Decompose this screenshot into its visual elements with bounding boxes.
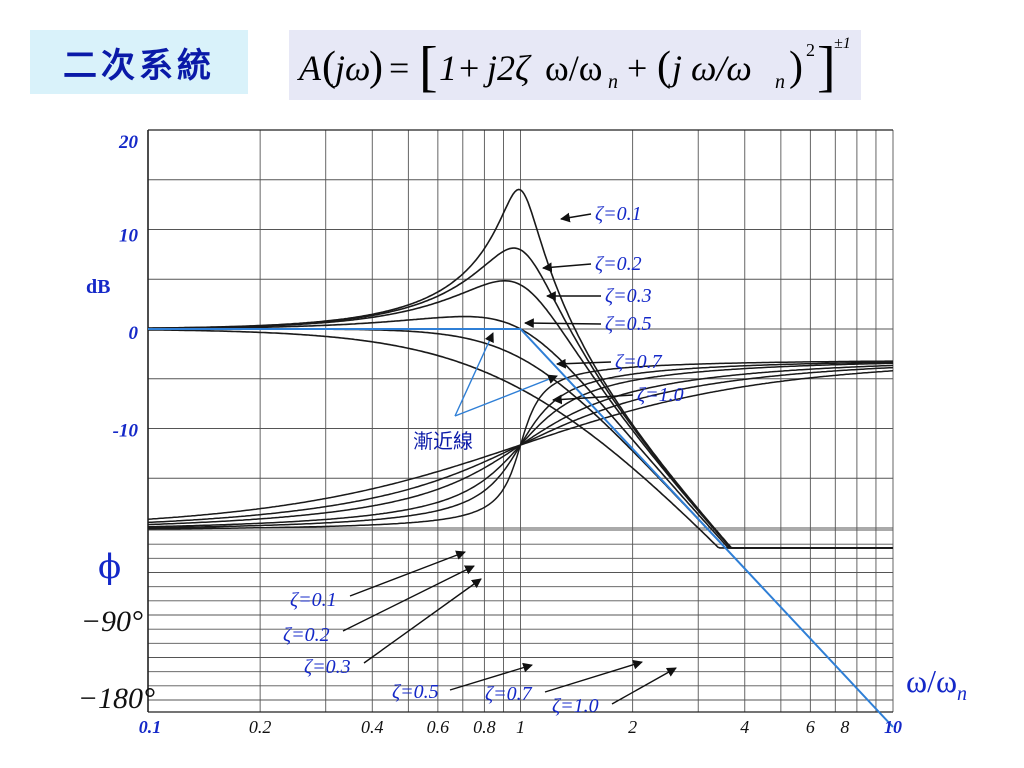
magnitude-series-label: ζ=0.3 (605, 285, 652, 307)
label-arrow (342, 565, 475, 632)
formula-box: A ( jω ) = [ 1 + j2ζ ω/ω n + ( j ω/ω n )… (289, 30, 861, 100)
phase-axis-label: ϕ (98, 547, 121, 587)
x-tick-label: 0.4 (361, 717, 384, 737)
slide-title: 二次系統 (63, 45, 215, 86)
formula-jw2: j ω/ω (668, 48, 752, 88)
magnitude-series-label: ζ=0.7 (615, 351, 663, 373)
label-arrow (560, 212, 592, 223)
formula-lparen: ( (322, 44, 336, 90)
x-tick-label: 8 (840, 717, 849, 737)
magnitude-curve (148, 329, 893, 549)
magnitude-series-label: ζ=0.1 (595, 203, 642, 225)
magnitude-series-label: ζ=1.0 (637, 384, 684, 406)
phase-series-label: ζ=0.7 (485, 683, 533, 705)
formula-w1: ω/ω (545, 48, 602, 88)
x-tick-label: 1 (516, 717, 525, 737)
x-tick-label: 10 (884, 717, 902, 737)
label-arrow (454, 374, 558, 417)
labels: 20 10 0 -10 −90° −180°0.1 0.2 0.4 0.6 0.8 1 2 4 6 8 10 ζ… (78, 132, 902, 737)
x-tick-label: 4 (740, 717, 749, 737)
label-arrow (454, 332, 494, 417)
formula-n2: n (775, 71, 785, 93)
magnitude-tick-label: 10 (119, 226, 139, 247)
asymptote-line (148, 328, 894, 728)
plot-frame (147, 129, 893, 713)
formula-j2zeta: j2ζ (483, 48, 532, 88)
magnitude-series-label: ζ=0.5 (605, 313, 652, 335)
x-tick-label: 0.2 (249, 717, 272, 737)
label-arrow (449, 662, 533, 691)
formula-jw: jω (331, 48, 370, 88)
grid (147, 129, 894, 712)
asymptote-label: 漸近線 (413, 429, 473, 453)
label-arrow (556, 358, 612, 369)
formula-A: A (297, 48, 322, 88)
phase-curve (147, 370, 894, 520)
magnitude-tick-label: 0 (129, 323, 139, 344)
formula-plus2: + (627, 48, 647, 88)
x-axis-label: ω/ωn (906, 663, 967, 705)
magnitude-tick-label: -10 (113, 421, 139, 442)
formula-lbracket: [ (419, 36, 438, 98)
phase-series-label: ζ=0.1 (290, 589, 337, 611)
phase-series-label: ζ=1.0 (552, 695, 599, 717)
formula-eq: = (389, 48, 409, 88)
formula-sq: 2 (806, 40, 815, 60)
x-tick-label: 0.8 (473, 717, 496, 737)
label-arrow (611, 667, 677, 705)
phase-series-label: ζ=0.2 (283, 624, 330, 646)
label-arrow (349, 550, 466, 597)
formula-plus1: + (459, 48, 479, 88)
phase-series-label: ζ=0.3 (304, 656, 351, 678)
x-tick-label: 0.1 (139, 717, 162, 737)
magnitude-axis-label: dB (86, 276, 110, 298)
label-arrow (552, 394, 634, 405)
x-tick-label: 2 (628, 717, 637, 737)
formula-rparen: ) (369, 44, 383, 90)
formula-lparen2: ( (657, 44, 671, 90)
phase-tick-label: −90° (81, 605, 143, 638)
formula-exp: ±1 (834, 35, 851, 52)
x-tick-label: 6 (806, 717, 815, 737)
label-arrow (363, 578, 482, 664)
magnitude-tick-label: 20 (118, 132, 139, 153)
label-arrow (544, 659, 643, 693)
formula-rbracket: ] (817, 36, 836, 98)
magnitude-series-label: ζ=0.2 (595, 253, 642, 275)
phase-tick-label: −180° (78, 682, 155, 715)
curves (147, 188, 894, 728)
title-box: 二次系統 (30, 30, 248, 94)
formula-rparen2: ) (789, 44, 803, 90)
x-tick-label: 0.6 (427, 717, 450, 737)
label-arrow (542, 262, 592, 273)
formula: A ( jω ) = [ 1 + j2ζ ω/ω n + ( j ω/ω n )… (297, 35, 851, 98)
formula-one: 1 (439, 48, 457, 88)
phase-series-label: ζ=0.5 (392, 681, 439, 703)
formula-n1: n (608, 71, 618, 93)
label-arrow (524, 318, 602, 329)
